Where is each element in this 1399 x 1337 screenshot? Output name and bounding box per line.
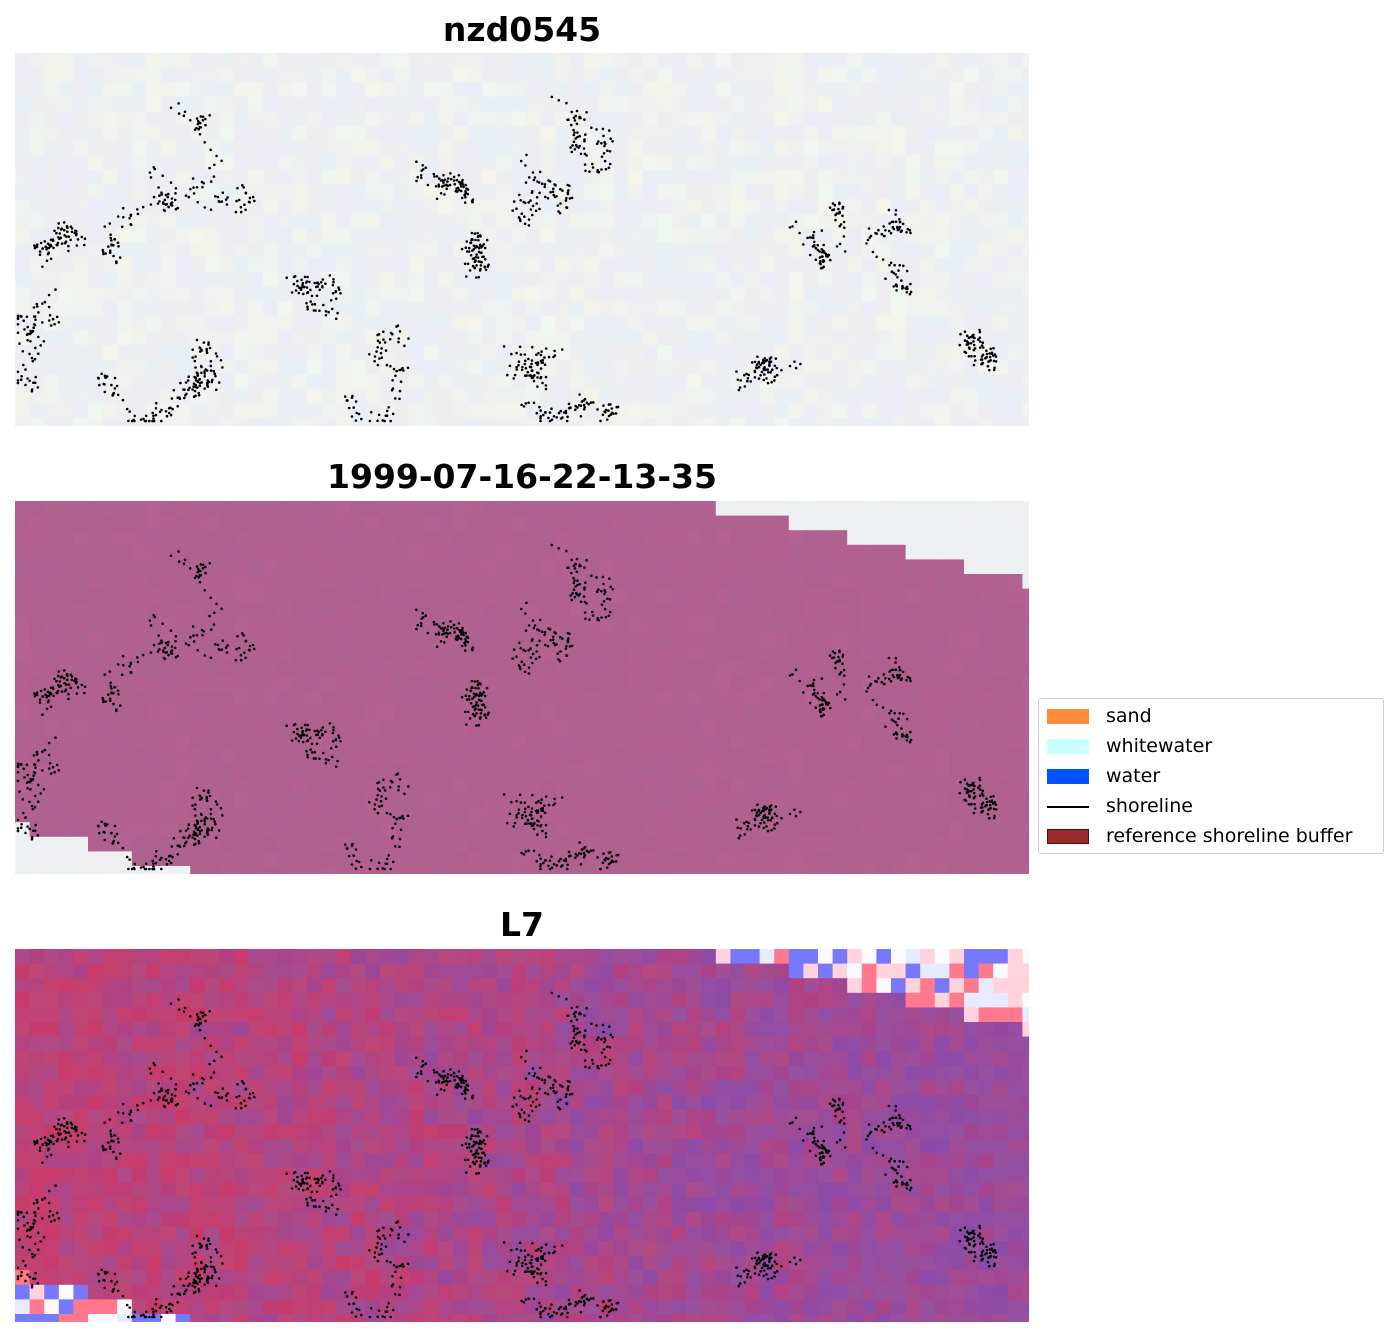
panel-image-2	[15, 501, 1029, 874]
whitewater-swatch	[1047, 739, 1089, 754]
legend-item-shoreline: shoreline	[1047, 791, 1377, 821]
reference-buffer-swatch	[1047, 829, 1089, 844]
legend-item-sand: sand	[1047, 701, 1377, 731]
panel-title-3: L7	[500, 905, 544, 944]
shoreline-line-swatch	[1047, 806, 1089, 808]
panel-image-1	[15, 53, 1029, 426]
sand-swatch	[1047, 709, 1089, 724]
panel-title-2: 1999-07-16-22-13-35	[327, 457, 717, 496]
legend-item-water: water	[1047, 761, 1377, 791]
legend-item-reference-buffer: reference shoreline buffer	[1047, 821, 1377, 851]
legend-item-whitewater: whitewater	[1047, 731, 1377, 761]
legend: sand whitewater water shoreline referenc…	[1038, 698, 1384, 854]
panel-image-3	[15, 949, 1029, 1322]
water-swatch	[1047, 769, 1089, 784]
panel-title-1: nzd0545	[442, 10, 602, 49]
